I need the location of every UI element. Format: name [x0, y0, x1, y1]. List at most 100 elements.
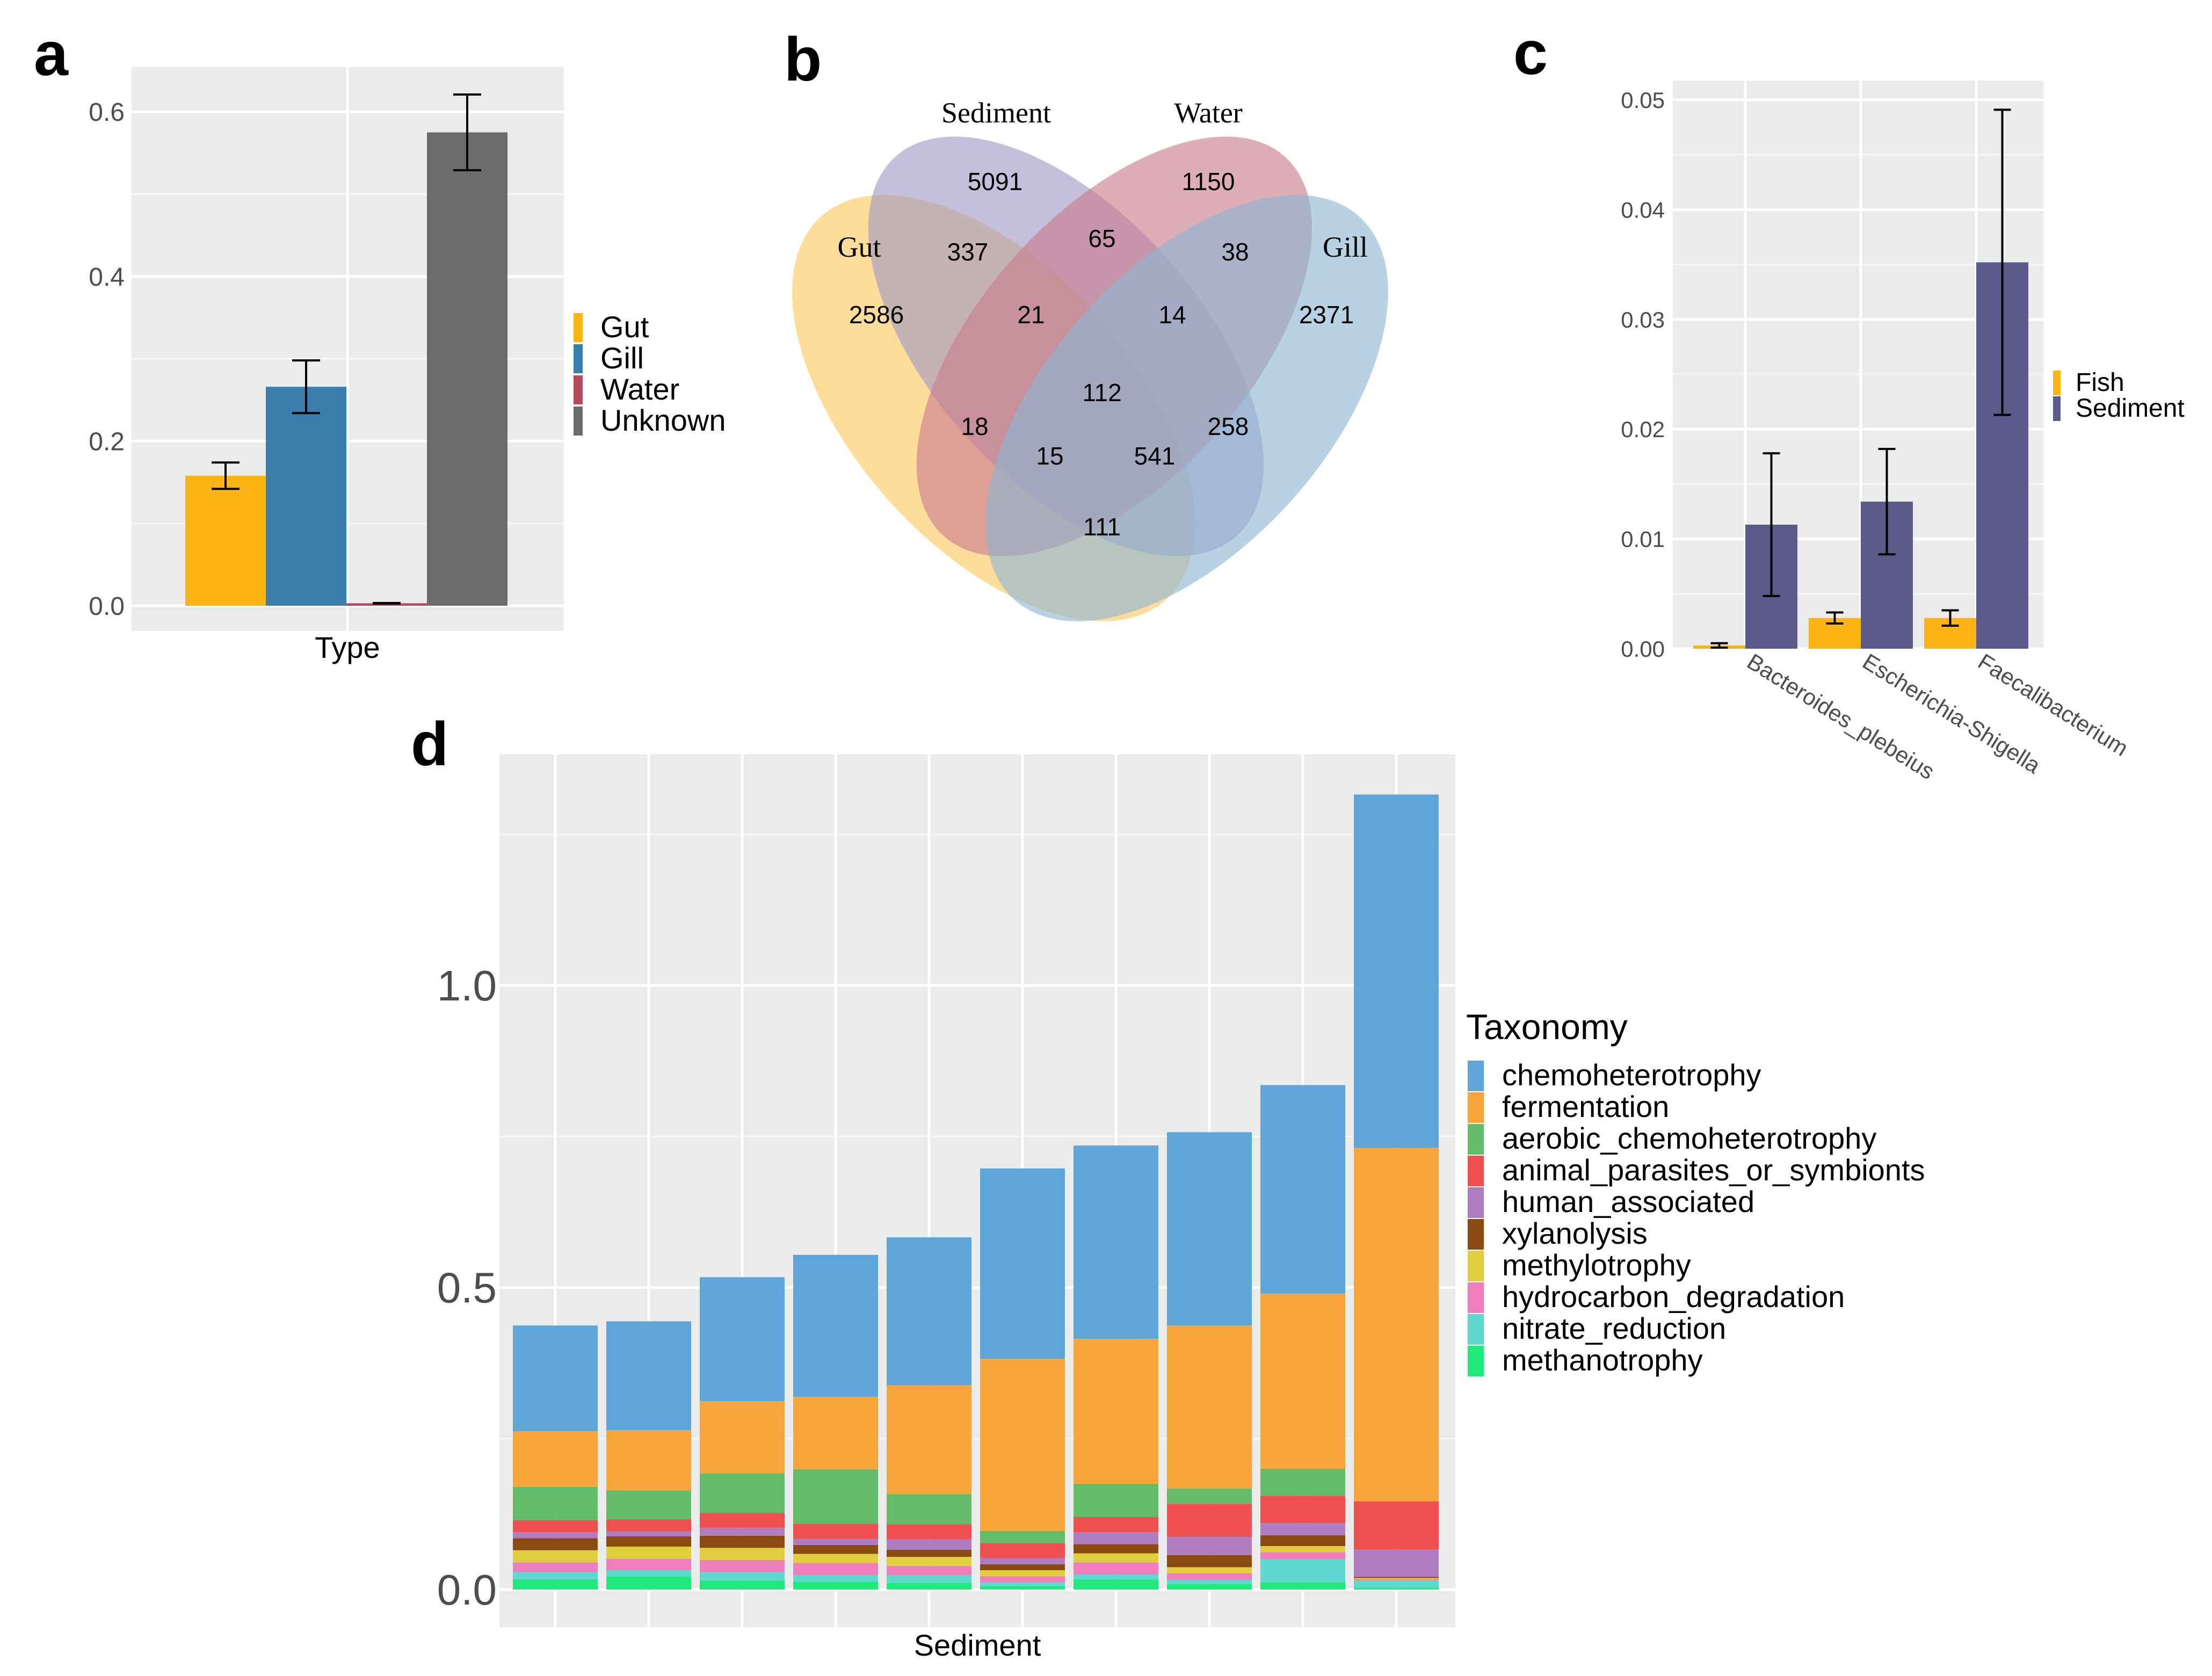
panel-c-letter: c: [1513, 19, 1548, 88]
panel-c-y-tick-label: 0.03: [1621, 307, 1665, 332]
bar-gill: [266, 387, 346, 606]
stacked-segment-aerobic-chemoheterotrophy-s4: [793, 1469, 878, 1524]
stacked-segment-nitrate-reduction-s3: [700, 1572, 785, 1581]
legend-label-nitrate-reduction: nitrate_reduction: [1502, 1311, 1726, 1345]
legend-key-animal-parasites-or-symbionts: [1468, 1156, 1484, 1186]
venn-count-gut-sediment-water: 21: [1017, 301, 1045, 329]
stacked-segment-chemoheterotrophy-s10: [1354, 794, 1439, 1148]
stacked-segment-human-associated-s3: [700, 1528, 785, 1536]
stacked-segment-fermentation-s5: [887, 1385, 971, 1494]
stacked-segment-hydrocarbon-degradation-s8: [1167, 1573, 1252, 1580]
legend-label-gill: Gill: [600, 341, 644, 375]
legend-key-unknown: [574, 407, 583, 436]
legend-label-unknown: Unknown: [600, 403, 726, 437]
stacked-segment-methylotrophy-s2: [606, 1547, 691, 1559]
stacked-segment-animal-parasites-or-symbionts-s1: [513, 1520, 598, 1533]
stacked-segment-aerobic-chemoheterotrophy-s7: [1074, 1484, 1158, 1517]
legend-label-fermentation: fermentation: [1502, 1090, 1669, 1123]
panel-d-y-axis: 0.0 0.5 1.0: [437, 962, 497, 1614]
venn-count-gut-water: 18: [961, 412, 988, 440]
legend-key-gut: [574, 313, 583, 342]
stacked-segment-nitrate-reduction-s7: [1074, 1574, 1158, 1579]
stacked-segment-aerobic-chemoheterotrophy-s6: [980, 1530, 1065, 1543]
stacked-segment-hydrocarbon-degradation-s1: [513, 1562, 598, 1572]
stacked-segment-chemoheterotrophy-s8: [1167, 1132, 1252, 1326]
panel-a-bars: [185, 93, 507, 606]
venn-count-gut-sediment: 337: [947, 238, 989, 266]
stacked-segment-fermentation-s1: [513, 1431, 598, 1487]
panel-d-y-tick-label: 0.0: [437, 1566, 497, 1614]
stacked-segment-nitrate-reduction-s10: [1354, 1580, 1439, 1588]
stacked-segment-xylanolysis-s9: [1260, 1535, 1345, 1546]
legend-label-water: Water: [600, 372, 679, 406]
stacked-segment-methylotrophy-s1: [513, 1550, 598, 1563]
panel-c-y-tick-label: 0.00: [1621, 636, 1665, 662]
stacked-segment-hydrocarbon-degradation-s2: [606, 1558, 691, 1570]
panel-a-y-axis: 0.0 0.2 0.4 0.6: [89, 98, 125, 621]
stacked-segment-methylotrophy-s8: [1167, 1567, 1252, 1573]
stacked-segment-chemoheterotrophy-s7: [1074, 1145, 1158, 1339]
stacked-segment-fermentation-s10: [1354, 1148, 1439, 1501]
stacked-segment-hydrocarbon-degradation-s3: [700, 1559, 785, 1572]
stacked-segment-human-associated-s2: [606, 1532, 691, 1536]
panel-a-y-tick-label: 0.2: [89, 427, 125, 456]
stacked-segment-aerobic-chemoheterotrophy-s1: [513, 1486, 598, 1520]
venn-set-label-sediment: Sediment: [941, 97, 1051, 129]
stacked-segment-animal-parasites-or-symbionts-s7: [1074, 1517, 1158, 1533]
stacked-segment-human-associated-s5: [887, 1539, 971, 1550]
stacked-segment-chemoheterotrophy-s5: [887, 1237, 971, 1385]
panel-d-y-tick-label: 1.0: [437, 962, 497, 1010]
panel-b: b Gut Sediment Water Gill 2586 5091 1150 2371 33…: [784, 25, 1388, 621]
stacked-segment-aerobic-chemoheterotrophy-s8: [1167, 1489, 1252, 1504]
panel-c-gridlines: [1673, 81, 2043, 650]
stacked-segment-methylotrophy-s5: [887, 1557, 971, 1566]
stacked-segment-nitrate-reduction-s9: [1260, 1559, 1345, 1583]
stacked-segment-xylanolysis-s8: [1167, 1555, 1252, 1568]
panel-a-y-tick-label: 0.4: [89, 263, 125, 292]
stacked-segment-fermentation-s6: [980, 1359, 1065, 1531]
stacked-segment-fermentation-s7: [1074, 1339, 1158, 1484]
legend-key-xylanolysis: [1468, 1219, 1484, 1250]
stacked-segment-methanotrophy-s7: [1074, 1579, 1158, 1590]
stacked-segment-animal-parasites-or-symbionts-s10: [1354, 1501, 1439, 1550]
panel-b-letter: b: [784, 25, 822, 94]
panel-c-x-tick-labels: Bacteroides_plebeiusEscherichia-Shigella…: [1743, 649, 2133, 785]
stacked-segment-animal-parasites-or-symbionts-s3: [700, 1513, 785, 1528]
venn-count-gut-only: 2586: [849, 301, 904, 329]
legend-key-nitrate-reduction: [1468, 1314, 1484, 1345]
panel-c: c 0.00 0.01 0.02 0.03 0.04 0.05 Bacteroides_p…: [1513, 19, 2185, 784]
legend-label-gut: Gut: [600, 310, 649, 344]
stacked-segment-human-associated-s1: [513, 1532, 598, 1539]
venn-count-gut-gill: 111: [1083, 513, 1121, 541]
stacked-segment-hydrocarbon-degradation-s6: [980, 1576, 1065, 1583]
venn-set-label-water: Water: [1174, 97, 1243, 129]
panel-d-letter: d: [411, 710, 448, 779]
legend-label-xylanolysis: xylanolysis: [1502, 1216, 1648, 1250]
legend-key-chemoheterotrophy: [1468, 1061, 1484, 1091]
legend-label-methylotrophy: methylotrophy: [1502, 1248, 1691, 1282]
stacked-segment-chemoheterotrophy-s1: [513, 1325, 598, 1432]
legend-key-gill: [574, 344, 583, 373]
stacked-segment-xylanolysis-s2: [606, 1536, 691, 1547]
stacked-segment-hydrocarbon-degradation-s10: [1354, 1579, 1439, 1581]
venn-count-sediment-only: 5091: [968, 168, 1022, 195]
venn-count-all-four: 112: [1082, 379, 1121, 407]
venn-count-water-gill: 38: [1221, 238, 1249, 266]
stacked-segment-methanotrophy-s4: [793, 1581, 878, 1590]
panel-c-y-tick-label: 0.02: [1621, 417, 1665, 442]
legend-title: Taxonomy: [1466, 1007, 1628, 1047]
stacked-segment-animal-parasites-or-symbionts-s8: [1167, 1504, 1252, 1537]
stacked-segment-methylotrophy-s3: [700, 1548, 785, 1560]
stacked-segment-nitrate-reduction-s2: [606, 1570, 691, 1577]
venn-count-gut-water-gill: 15: [1036, 442, 1063, 470]
stacked-segment-human-associated-s7: [1074, 1532, 1158, 1544]
venn-count-water-only: 1150: [1182, 168, 1235, 195]
stacked-segment-animal-parasites-or-symbionts-s4: [793, 1523, 878, 1539]
legend-key-human-associated: [1468, 1187, 1484, 1218]
venn-set-label-gut: Gut: [838, 231, 881, 263]
stacked-segment-methanotrophy-s2: [606, 1576, 691, 1590]
legend-key-hydrocarbon-degradation: [1468, 1282, 1484, 1313]
